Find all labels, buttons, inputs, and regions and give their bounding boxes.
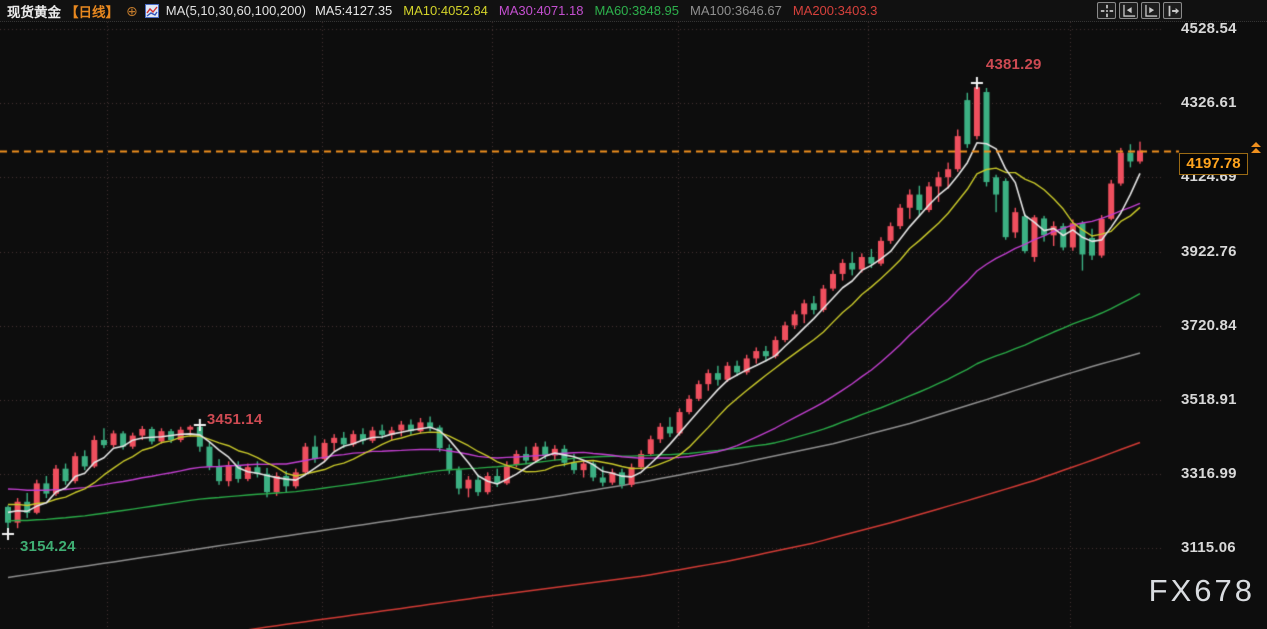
globe-icon[interactable]: ⊕ xyxy=(126,2,138,19)
watermark: FX678 xyxy=(1148,573,1255,608)
y-axis-label: 3316.99 xyxy=(1181,465,1237,483)
price-annotation: 3154.24 xyxy=(20,537,76,555)
move-cross-icon xyxy=(1100,4,1113,17)
y-axis-label: 3518.91 xyxy=(1181,391,1237,408)
zoom-out-time-button[interactable] xyxy=(1119,2,1138,19)
last-price-value: 4197.78 xyxy=(1186,155,1241,172)
ma-legend-item: MA60:3848.95 xyxy=(594,3,680,18)
last-price-tag: 4197.78 xyxy=(1179,152,1248,175)
axis-arrow-right-icon xyxy=(1144,4,1157,17)
ma-legend-item: MA200:3403.3 xyxy=(792,3,878,18)
ma-legend-item: MA5:4127.35 xyxy=(314,3,393,18)
y-axis-label: 4326.61 xyxy=(1181,94,1237,112)
toolbar-buttons xyxy=(1094,2,1182,19)
price-annotation: 3451.14 xyxy=(206,410,263,428)
ma-legend-item: MA100:3646.67 xyxy=(690,3,782,18)
pan-right-button[interactable] xyxy=(1163,2,1182,19)
up-arrow-icon xyxy=(1251,147,1261,153)
price-annotation: 4381.29 xyxy=(985,56,1042,74)
pan-mode-button[interactable] xyxy=(1097,2,1116,19)
axis-arrow-left-icon xyxy=(1122,4,1135,17)
toolbar: 现货黄金 【日线】 ⊕ MA(5,10,30,60,100,200) MA5:4… xyxy=(0,0,1267,22)
ma-legend: MA5:4127.35 MA10:4052.84 MA30:4071.18 MA60:… xyxy=(315,3,888,18)
chart-type-icon[interactable] xyxy=(144,3,159,18)
symbol-title: 现货黄金 xyxy=(7,4,61,20)
bar-arrow-right-icon xyxy=(1168,5,1179,16)
ma-overview-label: MA(5,10,30,60,100,200) xyxy=(165,3,306,18)
price-arrows-marker xyxy=(1250,141,1262,153)
ma-legend-item: MA30:4071.18 xyxy=(498,3,584,18)
period-label[interactable]: 【日线】 xyxy=(65,4,119,20)
ma-legend-item: MA10:4052.84 xyxy=(403,3,488,18)
zoom-in-time-button[interactable] xyxy=(1141,2,1160,19)
up-arrow-icon xyxy=(1251,141,1261,147)
y-axis-label: 3115.06 xyxy=(1181,539,1236,557)
y-axis-label: 3720.84 xyxy=(1181,316,1237,334)
y-axis-label: 3922.76 xyxy=(1181,242,1237,260)
y-axis-label: 4528.54 xyxy=(1181,20,1237,37)
